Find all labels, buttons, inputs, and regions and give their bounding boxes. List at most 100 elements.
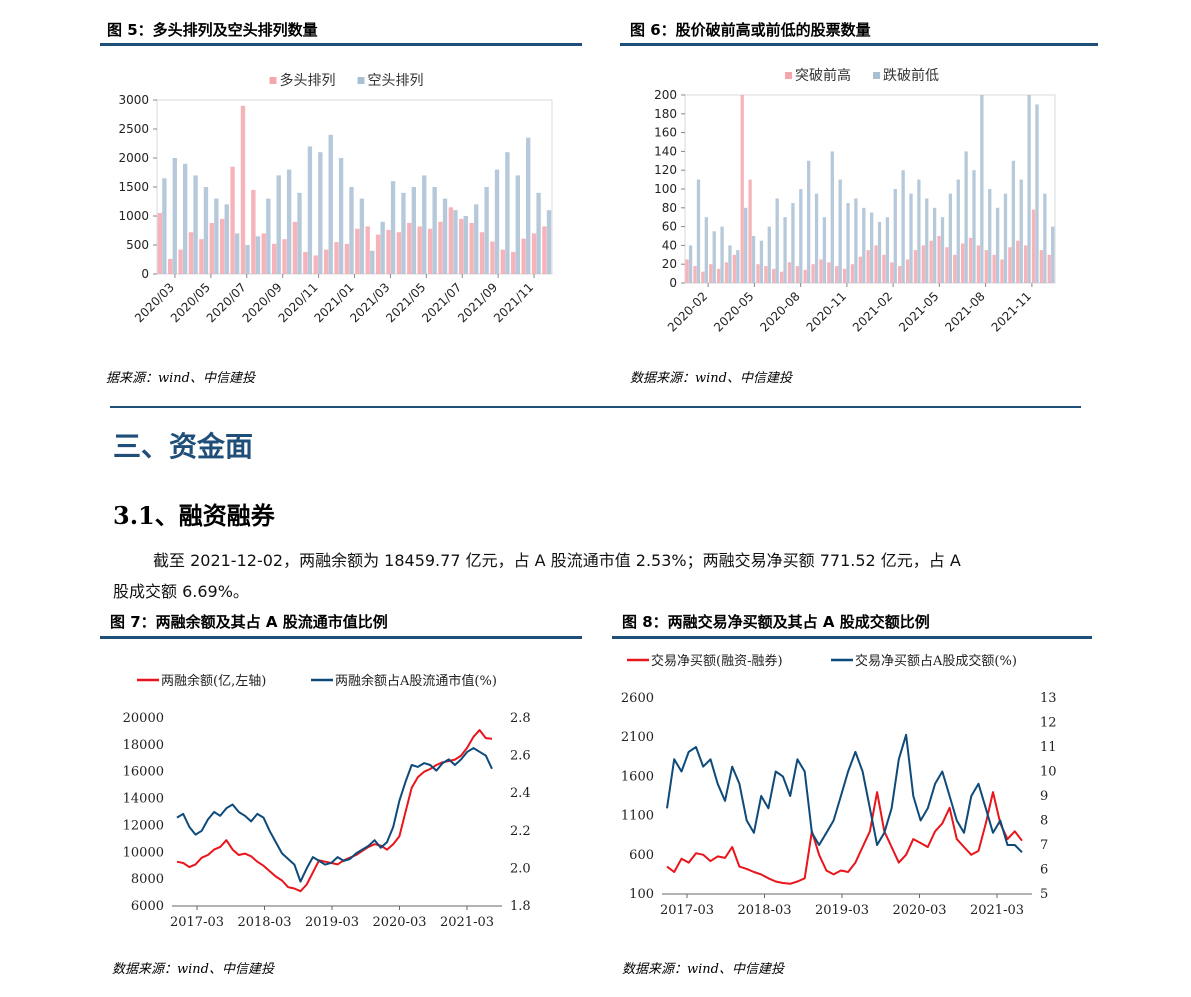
fig6-bar-b xyxy=(862,207,866,283)
fig6-bar-a xyxy=(772,268,776,283)
fig5-bar-a xyxy=(531,233,537,274)
fig8-y-right-tick-label: 6 xyxy=(1040,863,1048,878)
fig6-bar-a xyxy=(811,264,815,283)
fig6-bar-b xyxy=(877,221,882,283)
fig6-bar-a xyxy=(858,256,862,283)
fig6-bar-a xyxy=(953,254,957,283)
fig5-bar-b xyxy=(349,187,354,274)
fig5-bar-a xyxy=(230,166,235,274)
fig6-bar-b xyxy=(799,189,803,283)
fig5-bar-b xyxy=(359,198,365,274)
fig7-x-tick-label: 2018-03 xyxy=(237,915,291,930)
figure-7-title: 图 7：两融余额及其占 A 股流通市值比例 xyxy=(110,613,388,631)
fig6-bar-a xyxy=(835,266,839,283)
figure-6-title: 图 6：股价破前高或前低的股票数量 xyxy=(630,21,871,39)
fig6-bar-b xyxy=(972,170,976,283)
fig5-bar-b xyxy=(401,192,406,274)
figure-5-source: 据来源：wind、中信建投 xyxy=(106,371,255,386)
fig6-bar-b xyxy=(767,226,771,283)
fig8-x-tick-label: 2020-03 xyxy=(892,903,946,918)
fig6-bar-b xyxy=(704,217,708,283)
fig6-bar-b xyxy=(948,193,953,283)
fig5-bar-a xyxy=(292,221,298,274)
fig5-y-tick-label: 3000 xyxy=(118,93,149,107)
fig6-y-tick-label: 180 xyxy=(654,107,677,121)
figure-6-source: 数据来源：wind、中信建投 xyxy=(630,371,792,386)
fig5-y-tick-label: 500 xyxy=(126,238,149,252)
fig5-y-tick-label: 2000 xyxy=(118,151,149,165)
fig5-bar-a xyxy=(168,258,173,274)
fig5-legend-label: 空头排列 xyxy=(368,73,424,89)
summary-line-2: 股成交额 6.69%。 xyxy=(113,582,249,601)
fig8-x-tick-label: 2019-03 xyxy=(815,903,869,918)
fig6-bar-b xyxy=(830,151,834,283)
fig7-y-right-tick-label: 2.8 xyxy=(510,711,531,726)
fig6-bar-a xyxy=(748,179,752,283)
fig6-bar-b xyxy=(1019,179,1023,283)
figure-5-rule xyxy=(100,43,582,46)
fig6-y-tick-label: 20 xyxy=(662,257,677,271)
fig8-y-left-tick-label: 2600 xyxy=(621,691,654,706)
fig7-x-tick-label: 2021-03 xyxy=(440,915,494,930)
subsection-heading: 3.1、融资融券 xyxy=(113,501,275,530)
fig7-y-left-tick-label: 8000 xyxy=(131,872,164,887)
fig8-series-line-b xyxy=(666,733,1023,854)
fig6-bar-a xyxy=(709,264,713,283)
fig8-y-left-tick-label: 100 xyxy=(629,887,654,902)
fig8-x-tick-label: 2017-03 xyxy=(660,903,714,918)
fig7-x-tick-label: 2020-03 xyxy=(372,915,426,930)
figure-7-source: 数据来源：wind、中信建投 xyxy=(112,962,274,977)
fig6-bar-a xyxy=(961,243,965,283)
fig6-bar-b xyxy=(688,245,693,283)
fig6-bar-b xyxy=(995,207,1000,283)
fig6-bar-a xyxy=(1047,254,1051,283)
fig6-bar-b xyxy=(791,203,795,283)
fig7-y-right-tick-label: 2.6 xyxy=(510,749,531,764)
fig5-bar-b xyxy=(422,175,427,274)
fig6-bar-a xyxy=(905,259,910,283)
fig5-bar-b xyxy=(318,152,323,274)
fig6-bar-a xyxy=(921,245,925,283)
fig5-bar-a xyxy=(209,222,214,274)
fig8-y-left-tick-label: 2100 xyxy=(621,730,654,745)
fig7-y-left-tick-label: 10000 xyxy=(123,845,164,860)
fig6-bar-a xyxy=(764,266,768,283)
fig6-bar-b xyxy=(807,160,811,283)
fig6-bar-b xyxy=(759,240,764,283)
fig5-bar-a xyxy=(438,221,443,274)
fig6-y-tick-label: 200 xyxy=(654,88,677,102)
fig5-bar-b xyxy=(234,233,240,274)
fig8-y-right-tick-label: 13 xyxy=(1040,691,1057,706)
fig5-bar-b xyxy=(193,175,198,274)
fig6-x-tick-label: 2021-08 xyxy=(942,289,987,334)
fig7-y-left-tick-label: 14000 xyxy=(123,792,164,807)
fig5-bar-a xyxy=(199,239,204,274)
fig7-y-left-tick-label: 12000 xyxy=(123,818,164,833)
fig7-y-left-tick-label: 18000 xyxy=(123,738,164,753)
fig5-bar-b xyxy=(390,181,396,274)
section-divider xyxy=(110,406,1081,408)
section-heading: 三、资金面 xyxy=(113,430,254,463)
figure-8-source: 数据来源：wind、中信建投 xyxy=(622,962,784,977)
fig6-bar-a xyxy=(929,240,933,283)
fig6-bar-b xyxy=(728,245,732,283)
fig5-bar-b xyxy=(380,221,385,274)
fig6-x-tick-label: 2021-11 xyxy=(989,289,1034,334)
fig6-bar-a xyxy=(795,266,799,283)
fig6-x-tick-label: 2021-02 xyxy=(850,289,895,334)
fig6-bar-a xyxy=(685,259,689,283)
fig5-bar-a xyxy=(417,226,422,274)
fig7-series-line-b xyxy=(176,747,493,883)
fig5-bar-a xyxy=(261,233,266,274)
fig8-x-tick-label: 2018-03 xyxy=(737,903,791,918)
fig6-bar-b xyxy=(712,231,716,283)
fig6-bar-b xyxy=(1011,160,1016,283)
fig5-bar-a xyxy=(407,222,412,274)
fig5-legend-swatch xyxy=(357,77,365,84)
figure-5-chart: 0500100015002000250030002020/032020/0520… xyxy=(118,72,553,325)
fig5-bar-a xyxy=(459,218,464,274)
fig5-bar-a xyxy=(479,232,485,274)
fig6-bar-a xyxy=(1039,250,1044,283)
fig6-bar-b xyxy=(783,217,787,283)
fig5-bar-a xyxy=(375,234,381,274)
